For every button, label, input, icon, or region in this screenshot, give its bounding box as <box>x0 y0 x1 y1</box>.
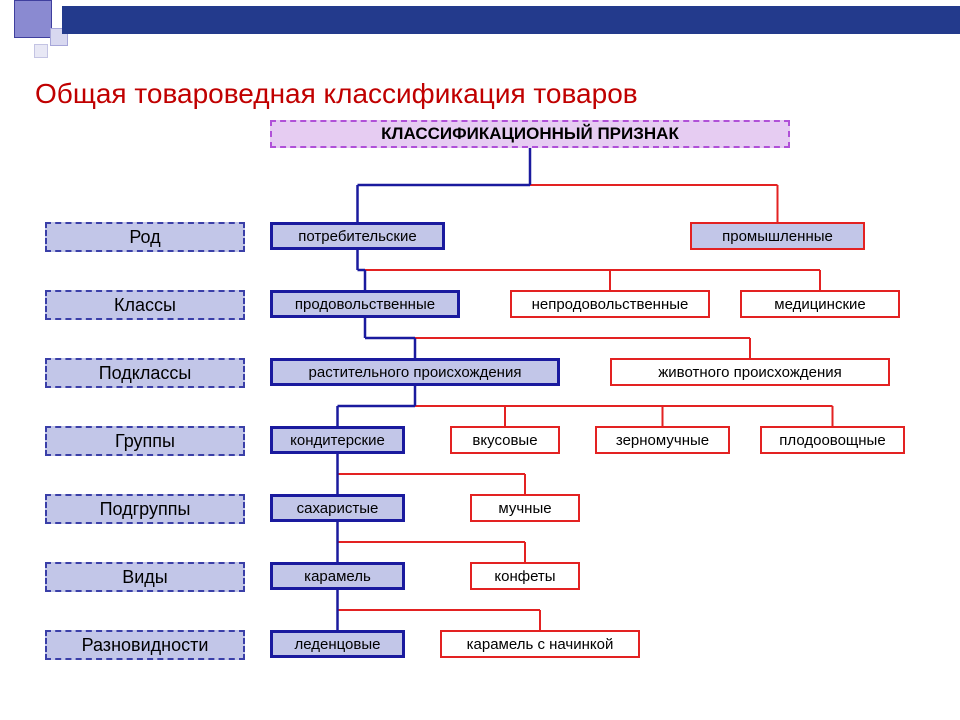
node-hard: леденцовые <box>270 630 405 658</box>
level-label: Разновидности <box>45 630 245 660</box>
node-medical: медицинские <box>740 290 900 318</box>
node-food: продовольственные <box>270 290 460 318</box>
level-label: Виды <box>45 562 245 592</box>
node-candy: конфеты <box>470 562 580 590</box>
deco-small-square-2 <box>34 44 48 58</box>
level-label: Классы <box>45 290 245 320</box>
node-fruit: плодоовощные <box>760 426 905 454</box>
level-label: Род <box>45 222 245 252</box>
node-sugar: сахаристые <box>270 494 405 522</box>
level-label: Подклассы <box>45 358 245 388</box>
node-consumer: потребительские <box>270 222 445 250</box>
node-confect: кондитерские <box>270 426 405 454</box>
level-label: Подгруппы <box>45 494 245 524</box>
page-title: Общая товароведная классификация товаров <box>35 74 955 114</box>
node-industrial: промышленные <box>690 222 865 250</box>
top-bar <box>62 6 960 34</box>
node-plant: растительного происхождения <box>270 358 560 386</box>
deco-big-square <box>14 0 52 38</box>
node-filled: карамель с начинкой <box>440 630 640 658</box>
node-animal: животного происхождения <box>610 358 890 386</box>
node-taste: вкусовые <box>450 426 560 454</box>
level-label: Группы <box>45 426 245 456</box>
node-nonfood: непродовольственные <box>510 290 710 318</box>
node-root: КЛАССИФИКАЦИОННЫЙ ПРИЗНАК <box>270 120 790 148</box>
node-grain: зерномучные <box>595 426 730 454</box>
node-flour: мучные <box>470 494 580 522</box>
node-caramel: карамель <box>270 562 405 590</box>
